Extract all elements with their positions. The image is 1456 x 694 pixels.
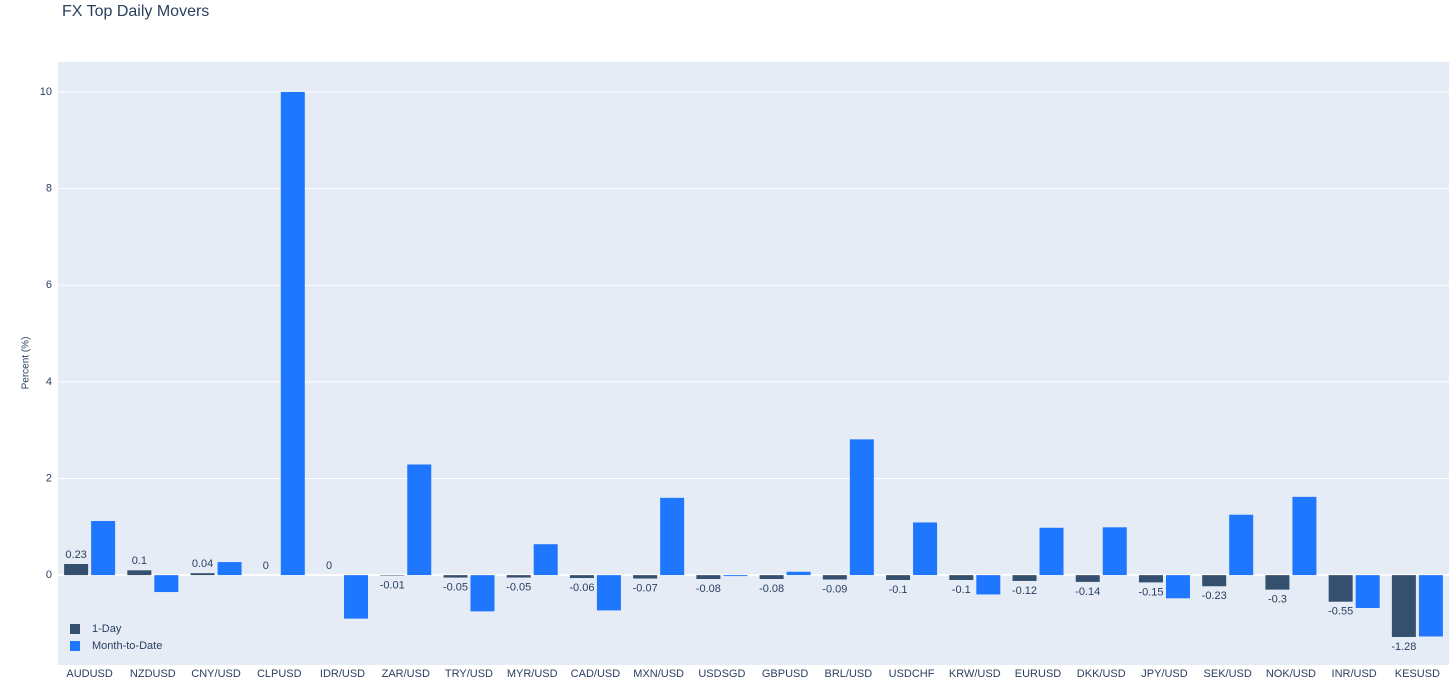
- x-tick-label: NOK/USD: [1266, 668, 1316, 680]
- bar: [470, 575, 495, 612]
- x-tick-label: USDSGD: [698, 668, 745, 680]
- data-label: -0.14: [1075, 586, 1100, 598]
- y-tick-label: 8: [46, 182, 52, 194]
- data-label: 0.1: [132, 555, 147, 567]
- bar: [1391, 575, 1416, 637]
- bar: [443, 575, 468, 578]
- bar: [1418, 575, 1443, 637]
- bar: [886, 575, 911, 580]
- data-label: 0.23: [65, 549, 86, 561]
- bar: [1328, 575, 1353, 602]
- y-tick-label: 0: [46, 569, 52, 581]
- bar: [696, 575, 721, 579]
- bar: [1265, 575, 1290, 590]
- legend-label: Month-to-Date: [92, 640, 162, 652]
- x-tick-label: DKK/USD: [1077, 668, 1126, 680]
- bar: [849, 439, 874, 576]
- x-tick-label: CLPUSD: [257, 668, 302, 680]
- bar: [660, 497, 685, 576]
- data-label: 0.04: [192, 558, 213, 570]
- x-tick-label: KESUSD: [1395, 668, 1440, 680]
- bar: [1355, 575, 1380, 608]
- x-tick-label: MYR/USD: [507, 668, 558, 680]
- data-label: -0.15: [1138, 586, 1163, 598]
- bar: [1012, 575, 1037, 581]
- bar: [786, 571, 811, 576]
- bar: [127, 570, 152, 576]
- y-tick-label: 6: [46, 279, 52, 291]
- bar: [1075, 575, 1100, 582]
- bar: [91, 521, 116, 576]
- legend-swatch: [70, 624, 80, 634]
- bar: [759, 575, 784, 579]
- bar: [533, 544, 558, 576]
- bar: [217, 562, 242, 576]
- x-tick-label: IDR/USD: [320, 668, 365, 680]
- legend-swatch: [70, 641, 80, 651]
- x-tick-label: AUDUSD: [66, 668, 113, 680]
- data-label: -0.09: [822, 583, 847, 595]
- data-label: -0.08: [696, 583, 721, 595]
- bar: [976, 575, 1001, 595]
- x-tick-label: INR/USD: [1332, 668, 1377, 680]
- bar: [280, 91, 305, 576]
- bar: [1292, 496, 1317, 576]
- data-label: 0: [326, 560, 332, 572]
- x-tick-label: EURUSD: [1015, 668, 1062, 680]
- x-tick-label: KRW/USD: [949, 668, 1001, 680]
- data-label: -0.05: [443, 581, 468, 593]
- data-label: -0.01: [380, 580, 405, 592]
- bar: [1039, 527, 1064, 576]
- y-tick-label: 2: [46, 472, 52, 484]
- bar: [344, 575, 369, 619]
- data-label: -0.1: [952, 584, 971, 596]
- y-tick-label: 4: [46, 376, 52, 388]
- bar: [1138, 575, 1163, 583]
- data-label: -1.28: [1391, 641, 1416, 653]
- data-label: -0.3: [1268, 594, 1287, 606]
- data-label: -0.05: [506, 581, 531, 593]
- data-label: -0.1: [889, 584, 908, 596]
- bar: [913, 522, 938, 576]
- bar: [723, 575, 748, 577]
- bar: [633, 575, 658, 579]
- bar: [596, 575, 621, 611]
- bar: [949, 575, 974, 580]
- x-tick-label: SEK/USD: [1204, 668, 1252, 680]
- x-tick-label: ZAR/USD: [382, 668, 430, 680]
- data-label: 0: [263, 560, 269, 572]
- bar: [822, 575, 847, 580]
- data-label: -0.06: [569, 582, 594, 594]
- bar: [407, 464, 432, 576]
- data-label: -0.08: [759, 583, 784, 595]
- y-axis-title: Percent (%): [21, 337, 32, 390]
- x-tick-label: BRL/USD: [824, 668, 872, 680]
- data-label: -0.07: [633, 582, 658, 594]
- x-tick-label: CNY/USD: [191, 668, 241, 680]
- bar: [1229, 514, 1254, 576]
- legend-label: 1-Day: [92, 623, 122, 635]
- x-tick-label: USDCHF: [889, 668, 935, 680]
- data-label: -0.23: [1202, 590, 1227, 602]
- data-label: -0.12: [1012, 585, 1037, 597]
- bar: [1165, 575, 1190, 599]
- x-tick-label: TRY/USD: [445, 668, 493, 680]
- x-tick-label: NZDUSD: [130, 668, 176, 680]
- data-label: -0.55: [1328, 606, 1353, 618]
- x-tick-label: CAD/USD: [571, 668, 621, 680]
- bar: [1202, 575, 1227, 587]
- y-tick-label: 10: [40, 86, 52, 98]
- bar: [190, 573, 215, 576]
- x-tick-label: JPY/USD: [1141, 668, 1188, 680]
- bar: [569, 575, 594, 579]
- bar: [154, 575, 179, 593]
- chart-title: FX Top Daily Movers: [62, 3, 209, 20]
- bar: [506, 575, 531, 578]
- bar: [64, 564, 89, 576]
- x-tick-label: MXN/USD: [633, 668, 684, 680]
- bar: [1102, 527, 1127, 576]
- x-tick-label: GBPUSD: [762, 668, 809, 680]
